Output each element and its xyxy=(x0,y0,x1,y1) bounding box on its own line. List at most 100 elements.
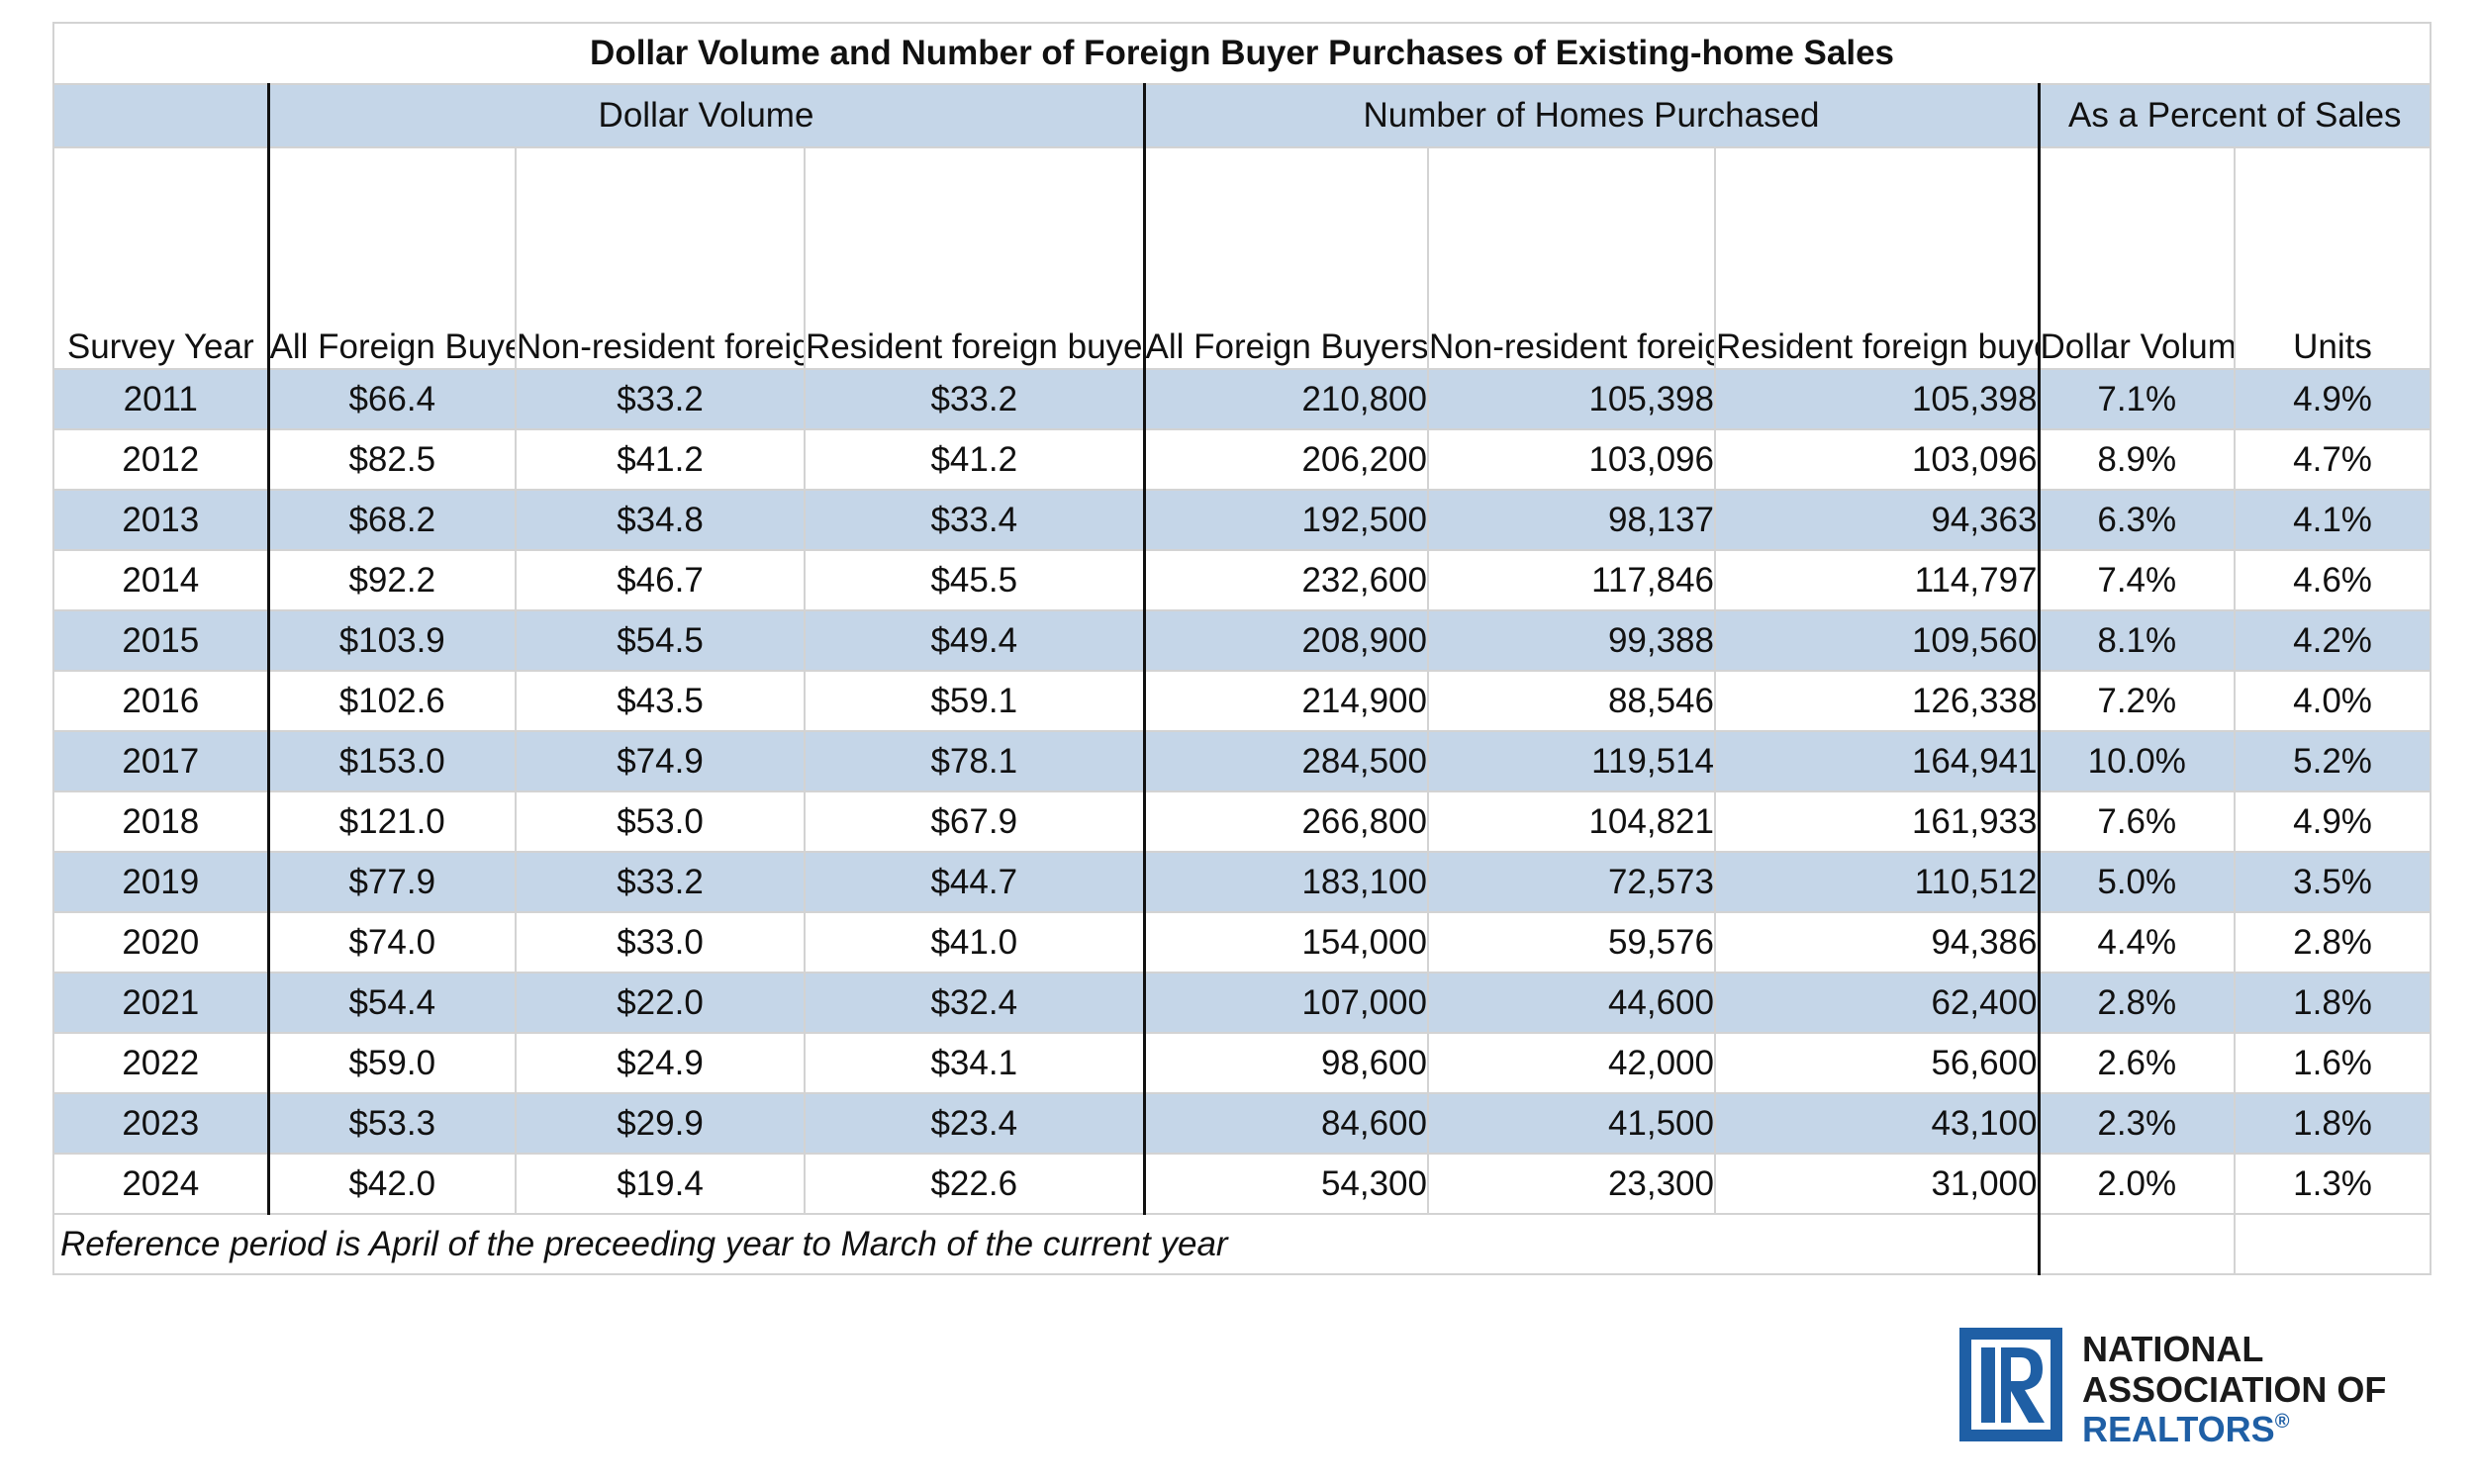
cell-dollar-resident: $34.1 xyxy=(804,1032,1145,1094)
column-header-homes-all-foreign: All Foreign Buyers xyxy=(1142,146,1429,370)
foreign-buyer-table: Dollar Volume and Number of Foreign Buye… xyxy=(51,22,2432,1275)
cell-homes-nonresident: 119,514 xyxy=(1427,730,1716,792)
cell-percent-dollar-volume: 5.0% xyxy=(2037,851,2236,913)
cell-homes-all-foreign: 54,300 xyxy=(1142,1153,1429,1215)
cell-survey-year: 2017 xyxy=(52,730,269,792)
cell-homes-resident: 31,000 xyxy=(1714,1153,2040,1215)
cell-survey-year: 2021 xyxy=(52,972,269,1034)
cell-homes-resident: 110,512 xyxy=(1714,851,2040,913)
cell-homes-all-foreign: 284,500 xyxy=(1142,730,1429,792)
cell-homes-all-foreign: 232,600 xyxy=(1142,549,1429,611)
cell-percent-dollar-volume: 10.0% xyxy=(2037,730,2236,792)
cell-homes-nonresident: 105,398 xyxy=(1427,368,1716,430)
cell-homes-nonresident: 44,600 xyxy=(1427,972,1716,1034)
table-row: 2019 $77.9 $33.2 $44.7 183,100 72,573 110,512 5… xyxy=(52,851,2432,913)
cell-dollar-nonresident: $33.2 xyxy=(515,851,806,913)
cell-homes-nonresident: 42,000 xyxy=(1427,1032,1716,1094)
cell-dollar-resident: $67.9 xyxy=(804,790,1145,853)
cell-homes-all-foreign: 154,000 xyxy=(1142,911,1429,974)
cell-survey-year: 2013 xyxy=(52,489,269,551)
cell-homes-all-foreign: 98,600 xyxy=(1142,1032,1429,1094)
logo-line-association: ASSOCIATION OF xyxy=(2082,1369,2386,1410)
table-row: 2023 $53.3 $29.9 $23.4 84,600 41,500 43,100 2.3… xyxy=(52,1092,2432,1155)
cell-homes-all-foreign: 214,900 xyxy=(1142,670,1429,732)
cell-dollar-resident: $32.4 xyxy=(804,972,1145,1034)
cell-homes-nonresident: 117,846 xyxy=(1427,549,1716,611)
cell-homes-all-foreign: 84,600 xyxy=(1142,1092,1429,1155)
cell-homes-nonresident: 23,300 xyxy=(1427,1153,1716,1215)
cell-dollar-resident: $45.5 xyxy=(804,549,1145,611)
cell-dollar-all-foreign: $54.4 xyxy=(266,972,517,1034)
table-row: 2024 $42.0 $19.4 $22.6 54,300 23,300 31,000 2.0… xyxy=(52,1153,2432,1215)
cell-survey-year: 2022 xyxy=(52,1032,269,1094)
cell-dollar-resident: $59.1 xyxy=(804,670,1145,732)
column-header-dollar-nonresident: Non-resident foreign buyer purchases (Ty… xyxy=(515,146,806,370)
cell-percent-dollar-volume: 7.1% xyxy=(2037,368,2236,430)
cell-percent-dollar-volume: 4.4% xyxy=(2037,911,2236,974)
cell-survey-year: 2012 xyxy=(52,428,269,491)
cell-percent-units: 4.2% xyxy=(2233,609,2432,672)
cell-dollar-resident: $23.4 xyxy=(804,1092,1145,1155)
cell-percent-units: 4.9% xyxy=(2233,368,2432,430)
cell-homes-all-foreign: 107,000 xyxy=(1142,972,1429,1034)
cell-dollar-nonresident: $24.9 xyxy=(515,1032,806,1094)
cell-dollar-resident: $44.7 xyxy=(804,851,1145,913)
cell-percent-units: 1.8% xyxy=(2233,1092,2432,1155)
cell-dollar-nonresident: $46.7 xyxy=(515,549,806,611)
cell-dollar-all-foreign: $82.5 xyxy=(266,428,517,491)
cell-dollar-nonresident: $53.0 xyxy=(515,790,806,853)
cell-homes-all-foreign: 206,200 xyxy=(1142,428,1429,491)
cell-dollar-nonresident: $29.9 xyxy=(515,1092,806,1155)
cell-dollar-all-foreign: $121.0 xyxy=(266,790,517,853)
cell-dollar-all-foreign: $42.0 xyxy=(266,1153,517,1215)
cell-dollar-resident: $41.2 xyxy=(804,428,1145,491)
cell-percent-units: 4.1% xyxy=(2233,489,2432,551)
cell-dollar-all-foreign: $153.0 xyxy=(266,730,517,792)
cell-percent-dollar-volume: 2.8% xyxy=(2037,972,2236,1034)
cell-dollar-resident: $33.2 xyxy=(804,368,1145,430)
cell-homes-resident: 126,338 xyxy=(1714,670,2040,732)
cell-homes-resident: 94,386 xyxy=(1714,911,2040,974)
cell-homes-resident: 103,096 xyxy=(1714,428,2040,491)
cell-survey-year: 2018 xyxy=(52,790,269,853)
table-title: Dollar Volume and Number of Foreign Buye… xyxy=(51,22,2432,85)
cell-homes-nonresident: 41,500 xyxy=(1427,1092,1716,1155)
column-header-survey-year: Survey Year xyxy=(52,146,269,370)
cell-percent-units: 4.7% xyxy=(2233,428,2432,491)
cell-homes-resident: 109,560 xyxy=(1714,609,2040,672)
cell-dollar-all-foreign: $59.0 xyxy=(266,1032,517,1094)
cell-homes-resident: 62,400 xyxy=(1714,972,2040,1034)
cell-survey-year: 2015 xyxy=(52,609,269,672)
cell-survey-year: 2023 xyxy=(52,1092,269,1155)
group-header-dollar-volume: Dollar Volume xyxy=(266,83,1145,148)
footnote: Reference period is April of the preceed… xyxy=(52,1213,2040,1275)
table-row: 2011 $66.4 $33.2 $33.2 210,800 105,398 105,398… xyxy=(52,368,2432,430)
cell-survey-year: 2019 xyxy=(52,851,269,913)
cell-survey-year: 2024 xyxy=(52,1153,269,1215)
cell-percent-dollar-volume: 8.9% xyxy=(2037,428,2236,491)
cell-homes-all-foreign: 208,900 xyxy=(1142,609,1429,672)
cell-percent-units: 1.3% xyxy=(2233,1153,2432,1215)
table-row: 2018 $121.0 $53.0 $67.9 266,800 104,821 161,93… xyxy=(52,790,2432,853)
cell-dollar-resident: $22.6 xyxy=(804,1153,1145,1215)
cell-homes-nonresident: 88,546 xyxy=(1427,670,1716,732)
column-header-percent-units: Units xyxy=(2233,146,2432,370)
cell-percent-units: 1.8% xyxy=(2233,972,2432,1034)
cell-dollar-all-foreign: $77.9 xyxy=(266,851,517,913)
cell-homes-nonresident: 99,388 xyxy=(1427,609,1716,672)
cell-dollar-all-foreign: $53.3 xyxy=(266,1092,517,1155)
logo-line-national: NATIONAL xyxy=(2082,1329,2263,1369)
cell-homes-resident: 94,363 xyxy=(1714,489,2040,551)
cell-dollar-all-foreign: $103.9 xyxy=(266,609,517,672)
cell-homes-resident: 43,100 xyxy=(1714,1092,2040,1155)
table-row: 2014 $92.2 $46.7 $45.5 232,600 117,846 114,797… xyxy=(52,549,2432,611)
cell-dollar-all-foreign: $102.6 xyxy=(266,670,517,732)
cell-homes-all-foreign: 183,100 xyxy=(1142,851,1429,913)
cell-percent-units: 4.6% xyxy=(2233,549,2432,611)
cell-homes-nonresident: 103,096 xyxy=(1427,428,1716,491)
cell-percent-dollar-volume: 2.3% xyxy=(2037,1092,2236,1155)
realtor-logo-icon: NATIONAL ASSOCIATION OF REALTORS® xyxy=(1959,1328,2386,1449)
cell-dollar-nonresident: $34.8 xyxy=(515,489,806,551)
cell-percent-dollar-volume: 6.3% xyxy=(2037,489,2236,551)
cell-percent-units: 4.9% xyxy=(2233,790,2432,853)
